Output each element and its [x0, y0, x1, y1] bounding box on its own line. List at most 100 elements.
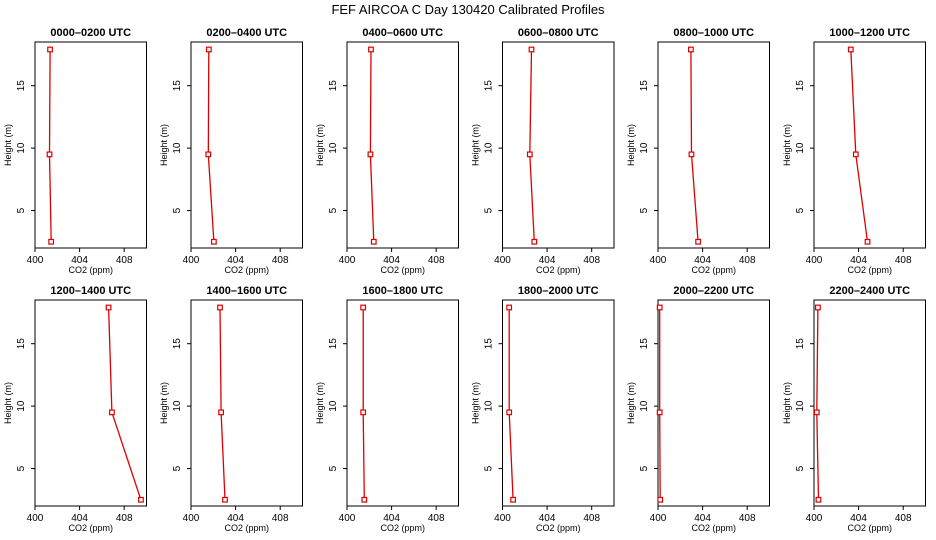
plot-frame	[813, 299, 926, 507]
profile-point	[210, 238, 217, 245]
profile-point	[222, 496, 228, 503]
profile-point	[657, 496, 664, 503]
profile-line	[48, 49, 52, 242]
y-tick-label: 10	[639, 142, 650, 154]
profile-point	[205, 46, 212, 53]
profile-point	[656, 304, 663, 311]
profile-point	[815, 496, 822, 503]
profile-point	[217, 304, 223, 311]
profile-panel: 0600–0800 UTC 400 404 408 5 10 15 CO2 (ppm) Heig…	[471, 27, 615, 275]
profile-line	[207, 49, 215, 242]
x-axis-label: CO2 (ppm)	[536, 523, 581, 533]
profile-point	[370, 238, 377, 245]
x-axis-label: CO2 (ppm)	[691, 523, 736, 533]
y-axis-label: Height (m)	[315, 382, 325, 424]
plot-frame	[190, 299, 303, 507]
profile-point	[847, 46, 854, 53]
profile-point	[47, 46, 53, 53]
profile-point	[688, 151, 695, 158]
profile-point	[531, 238, 538, 245]
x-axis-label: CO2 (ppm)	[847, 523, 892, 533]
profile-point	[687, 46, 694, 53]
profile-point	[109, 409, 115, 416]
x-tick-label: 408	[428, 513, 445, 524]
profile-panel: 0400–0600 UTC 400 404 408 5 10 15 CO2 (ppm) Heig…	[315, 27, 459, 275]
y-axis-label: Height (m)	[782, 124, 792, 166]
profile-panel: 2000–2200 UTC 400 404 408 5 10 15 CO2 (ppm) Heig…	[626, 285, 770, 533]
profile-point	[105, 304, 112, 311]
x-axis-label: CO2 (ppm)	[68, 523, 113, 533]
y-tick-label: 10	[16, 400, 27, 412]
profile-line	[369, 49, 375, 242]
profile-panel: 0000–0200 UTC 400 404 408 5 10 15 CO2 (ppm) Heig…	[3, 27, 147, 275]
figure-title: FEF AIRCOA C Day 130420 Calibrated Profi…	[331, 2, 605, 17]
y-tick-label: 15	[795, 80, 806, 92]
x-tick-label: 404	[539, 255, 556, 266]
y-tick-label: 15	[172, 80, 183, 92]
plot-frame	[190, 41, 303, 249]
profile-point	[360, 304, 367, 311]
y-tick-label: 15	[328, 80, 339, 92]
profile-line	[107, 307, 142, 501]
profile-line	[659, 307, 661, 500]
profile-point	[46, 151, 53, 158]
y-tick-label: 5	[172, 465, 183, 471]
y-axis-label: Height (m)	[626, 382, 636, 424]
x-tick-label: 400	[650, 255, 667, 266]
profile-point	[656, 409, 663, 416]
y-tick-label: 5	[795, 465, 806, 471]
profile-line	[816, 307, 820, 500]
y-tick-label: 10	[16, 142, 27, 154]
y-axis-label: Height (m)	[3, 124, 13, 166]
profile-line	[529, 49, 535, 242]
y-tick-label: 5	[328, 465, 339, 471]
profile-panel: 1800–2000 UTC 400 404 408 5 10 15 CO2 (ppm) Heig…	[471, 285, 615, 533]
y-tick-label: 15	[639, 338, 650, 350]
x-axis-label: CO2 (ppm)	[536, 265, 581, 275]
profile-point	[813, 409, 820, 416]
y-tick-label: 10	[639, 400, 650, 412]
x-tick-label: 400	[339, 513, 356, 524]
x-tick-label: 400	[650, 513, 667, 524]
x-tick-label: 408	[116, 255, 133, 266]
profile-point	[360, 409, 367, 416]
y-tick-label: 10	[328, 400, 339, 412]
x-tick-label: 408	[272, 255, 289, 266]
profile-panel: 1600–1800 UTC 400 404 408 5 10 15 CO2 (ppm) Heig…	[315, 285, 459, 533]
x-tick-label: 400	[806, 255, 823, 266]
y-tick-label: 5	[16, 465, 27, 471]
profile-line	[508, 307, 514, 500]
y-tick-label: 10	[795, 400, 806, 412]
y-tick-label: 15	[16, 80, 27, 92]
x-tick-label: 404	[694, 513, 711, 524]
profile-panel: 1400–1600 UTC 400 404 408 5 10 15 CO2 (ppm) Heig…	[159, 285, 303, 533]
panel-title: 1000–1200 UTC	[829, 27, 910, 39]
x-tick-label: 400	[183, 513, 200, 524]
profile-point	[526, 151, 533, 158]
y-tick-label: 10	[172, 142, 183, 154]
y-axis-label: Height (m)	[159, 124, 169, 166]
plot-frame	[502, 41, 615, 249]
x-tick-label: 404	[383, 513, 400, 524]
y-tick-label: 5	[328, 207, 339, 213]
y-tick-label: 5	[172, 207, 183, 213]
y-tick-label: 10	[484, 400, 495, 412]
profile-point	[864, 238, 871, 245]
y-tick-label: 15	[172, 338, 183, 350]
x-tick-label: 408	[895, 255, 912, 266]
x-tick-label: 408	[428, 255, 445, 266]
profile-panel: 2200–2400 UTC 400 404 408 5 10 15 CO2 (ppm) Heig…	[782, 285, 926, 533]
profile-point	[695, 238, 702, 245]
profile-point	[367, 151, 374, 158]
profile-line	[850, 49, 869, 242]
profile-point	[368, 46, 374, 53]
y-tick-label: 5	[484, 207, 495, 213]
y-tick-label: 5	[16, 207, 27, 213]
y-tick-label: 5	[795, 207, 806, 213]
x-tick-label: 404	[71, 255, 88, 266]
y-tick-label: 10	[172, 400, 183, 412]
x-axis-label: CO2 (ppm)	[691, 265, 736, 275]
plot-frame	[813, 41, 926, 249]
plot-frame	[346, 41, 459, 249]
x-tick-label: 400	[27, 513, 44, 524]
